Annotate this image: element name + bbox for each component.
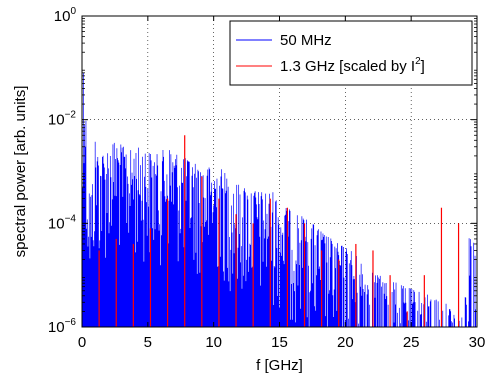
x-tick-label-25: 25 [403,334,420,351]
x-tick-label-10: 10 [205,334,222,351]
legend-label-50mhz: 50 MHz [280,32,332,49]
x-axis-label: f [GHz] [256,357,303,374]
x-tick-label-15: 15 [271,334,288,351]
y-tick-label-−2: 10−2 [48,110,77,129]
legend-box [229,20,473,86]
plot-area [82,73,477,327]
y-tick-label-base: 10 [48,112,65,129]
y-axis-label: spectral power [arb. units] [12,86,29,258]
y-tick-label-0: 100 [54,6,77,25]
y-tick-label-base: 10 [54,8,71,25]
y-tick-label-base: 10 [48,319,65,336]
y-tick-label-exponent: −2 [65,110,77,121]
series-1-3ghz [98,135,460,327]
y-tick-label-base: 10 [48,215,65,232]
x-tick-label-30: 30 [469,334,486,351]
y-tick-label-exponent: −6 [65,317,77,328]
x-tick-label-20: 20 [337,334,354,351]
y-tick-label-exponent: 0 [70,6,76,17]
y-tick-label-−6: 10−6 [48,317,77,336]
legend-label-1-3ghz: 1.3 GHz [scaled by I2] [280,56,425,75]
legend-label-1-3ghz-end: ] [421,58,425,75]
y-tick-label-−4: 10−4 [48,213,77,232]
x-tick-label-5: 5 [144,334,152,351]
y-tick-label-exponent: −4 [65,213,77,224]
legend-label-1-3ghz-main: 1.3 GHz [scaled by I [280,58,415,75]
legend: 50 MHz 1.3 GHz [scaled by I2] [229,20,473,86]
x-tick-label-0: 0 [78,334,86,351]
legend-label-1-3ghz-sup: 2 [415,56,421,67]
